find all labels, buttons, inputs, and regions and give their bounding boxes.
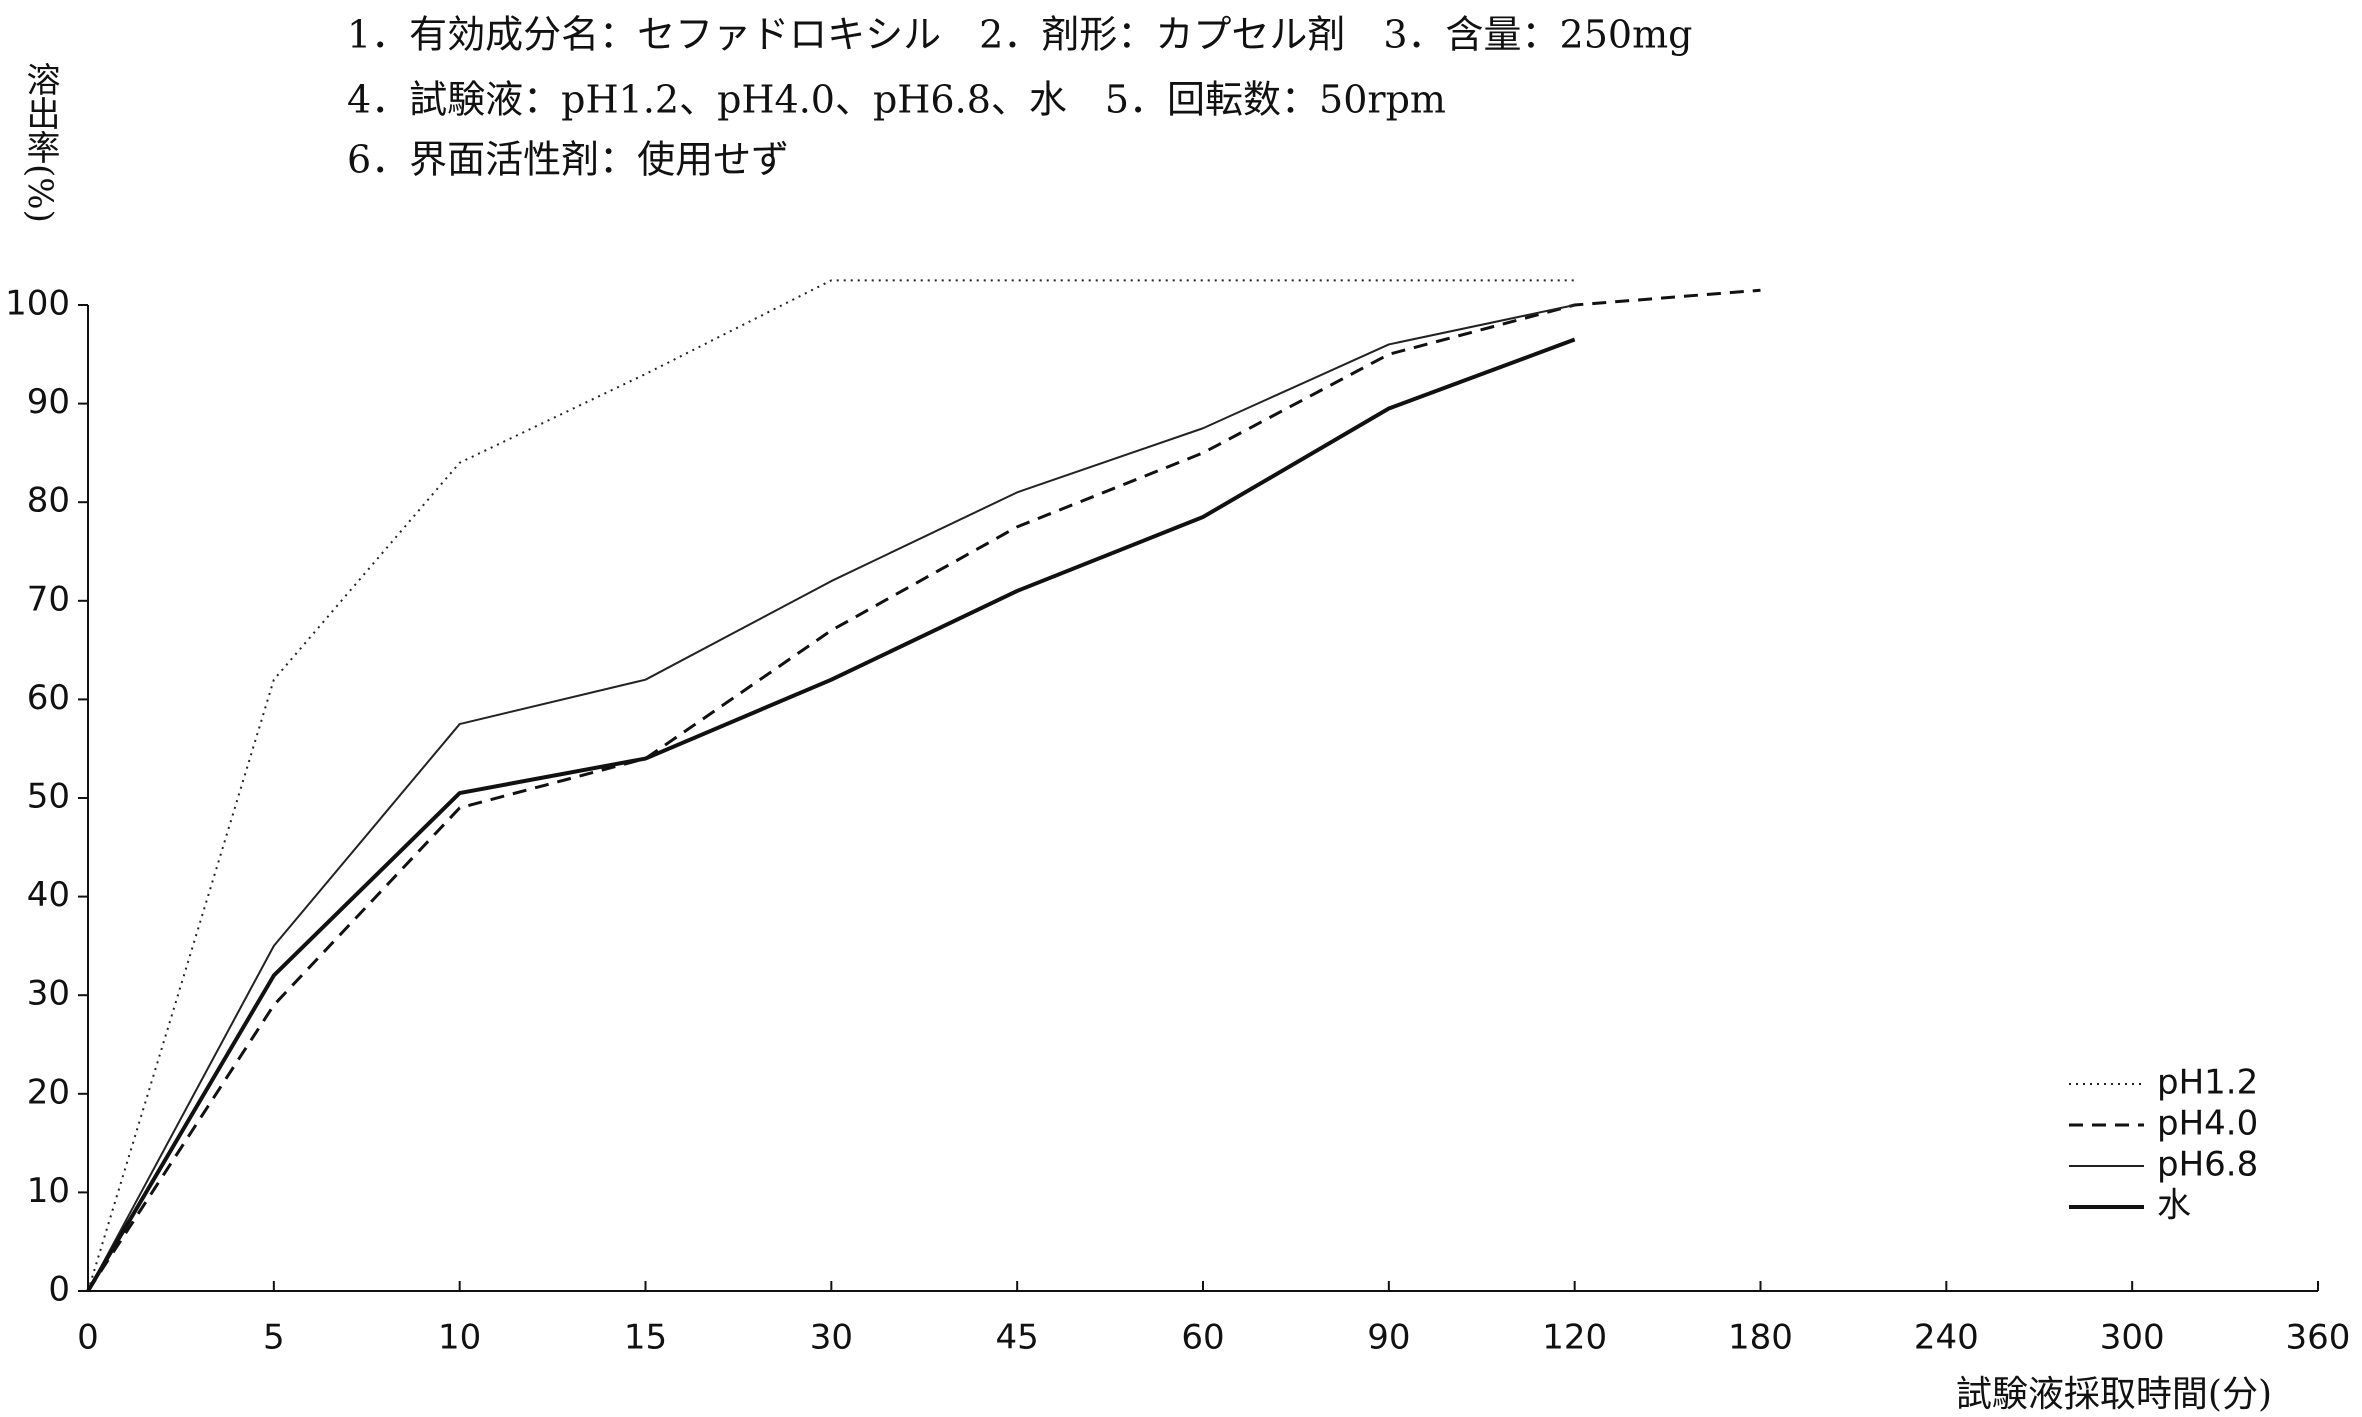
x-axis-label: 試験液採取時間(分) bbox=[1956, 1374, 2272, 1415]
x-tick-label: 15 bbox=[624, 1318, 667, 1358]
y-tick-label: 10 bbox=[27, 1171, 70, 1211]
x-tick-label: 5 bbox=[263, 1318, 285, 1358]
series-line bbox=[86, 337, 1576, 1293]
legend-label: pH4.0 bbox=[2157, 1104, 2258, 1144]
y-tick-label: 100 bbox=[5, 284, 70, 324]
x-tick-label: 0 bbox=[77, 1318, 99, 1358]
x-tick-label: 30 bbox=[810, 1318, 853, 1358]
y-tick-label: 50 bbox=[27, 777, 70, 817]
x-tick-label: 90 bbox=[1367, 1318, 1410, 1358]
y-tick-label: 20 bbox=[27, 1072, 70, 1112]
x-tick-label: 240 bbox=[1914, 1318, 1979, 1358]
x-tick-label: 300 bbox=[2100, 1318, 2165, 1358]
header-line: 4．試験液：pH1.2、pH4.0、pH6.8、水 5．回転数：50rpm bbox=[347, 78, 1446, 122]
x-tick-label: 360 bbox=[2286, 1318, 2351, 1358]
series-line bbox=[86, 288, 1761, 1292]
series-line bbox=[87, 304, 1575, 1292]
x-tick-label: 120 bbox=[1542, 1318, 1607, 1358]
x-tick-label: 60 bbox=[1181, 1318, 1224, 1358]
x-tick-label: 45 bbox=[996, 1318, 1039, 1358]
series-line bbox=[87, 279, 1575, 1292]
y-tick-label: 90 bbox=[27, 382, 70, 422]
legend-label: 水 bbox=[2157, 1186, 2191, 1226]
y-tick-label: 70 bbox=[27, 579, 70, 619]
x-tick-label: 10 bbox=[438, 1318, 481, 1358]
legend-label: pH1.2 bbox=[2157, 1063, 2258, 1103]
y-tick-label: 80 bbox=[27, 481, 70, 521]
y-tick-label: 0 bbox=[48, 1270, 70, 1310]
y-tick-label: 40 bbox=[27, 875, 70, 915]
x-tick-label: 180 bbox=[1728, 1318, 1793, 1358]
y-tick-label: 60 bbox=[27, 678, 70, 718]
header-line: 6．界面活性剤：使用せず bbox=[347, 138, 789, 182]
y-tick-label: 30 bbox=[27, 974, 70, 1014]
header-line: 1．有効成分名：セファドロキシル 2．剤形：カプセル剤 3．含量：250mg bbox=[347, 13, 1692, 57]
legend-label: pH6.8 bbox=[2157, 1145, 2258, 1185]
y-axis-label: 溶出率(%) bbox=[20, 62, 60, 223]
